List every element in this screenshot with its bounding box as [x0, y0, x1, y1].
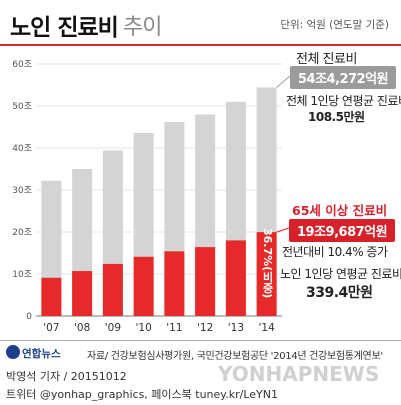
bar-senior-5: [195, 247, 216, 316]
yonhap-logo-icon: [6, 345, 20, 359]
x-tick-label: '09: [105, 322, 121, 334]
total-callout-connector: [276, 75, 291, 88]
senior-callout-connector: [276, 227, 290, 233]
share-vertical-label: 36.7%(비중): [261, 228, 274, 299]
x-tick-label: '14: [259, 322, 276, 334]
bar-senior-3: [133, 256, 154, 316]
source-note: 자료/ 건강보험심사평가원, 국민건강보험공단 '2014년 건강보험통계연보': [87, 351, 383, 362]
bar-senior-6: [225, 240, 246, 316]
bar-senior-4: [164, 251, 185, 316]
senior-label: 65세 이상 진료비: [292, 203, 388, 218]
bar-senior-1: [72, 271, 93, 316]
y-tick-label: 40조: [12, 144, 32, 154]
x-tick-label: '10: [136, 322, 152, 334]
bar-senior-0: [41, 277, 62, 316]
y-tick-label: 0: [26, 312, 32, 322]
y-tick-label: 20조: [12, 228, 32, 238]
y-tick-label: 30조: [12, 186, 32, 196]
x-tick-label: '11: [166, 322, 182, 334]
x-tick-label: '12: [197, 322, 213, 334]
byline: 박영석 기자 / 20151012: [6, 370, 127, 383]
senior-yoy: 전년대비 10.4% 증가: [282, 245, 388, 259]
bar-senior-2: [102, 263, 123, 316]
total-value-pill: 54조4,272억원: [290, 66, 397, 89]
y-tick-label: 60조: [12, 60, 32, 70]
title-bar: 노인 진료비 추이 단위: 억원 (연도말 기준): [0, 0, 401, 46]
y-tick-label: 50조: [12, 102, 32, 112]
senior-per-capita-value: 339.4만원: [306, 285, 373, 301]
x-tick-label: '13: [228, 322, 244, 334]
sns-info: 트위터 @yonhap_graphics, 페이스북 tuney.kr/LeYN…: [6, 388, 278, 401]
x-tick-label: '08: [74, 322, 90, 334]
total-per-capita-value: 108.5만원: [308, 110, 365, 124]
footer-divider: [0, 340, 401, 341]
senior-per-capita-label: 노인 1인당 연평균 진료비: [280, 267, 401, 281]
x-tick-label: '07: [43, 322, 59, 334]
senior-value-pill: 19조9,687억원: [289, 219, 396, 242]
chart-subtitle: 추이: [123, 15, 162, 40]
chart-title: 노인 진료비: [10, 15, 119, 41]
total-label: 전체 진료비: [296, 52, 357, 67]
bar-senior-7: [256, 232, 277, 316]
watermark: YONHAPNEWS: [218, 362, 380, 386]
total-per-capita-label: 전체 1인당 연평균 진료비: [286, 94, 401, 108]
unit-note: 단위: 억원 (연도말 기준): [280, 19, 389, 31]
y-tick-label: 10조: [12, 270, 32, 280]
logo-text: 연합뉴스: [22, 348, 61, 360]
